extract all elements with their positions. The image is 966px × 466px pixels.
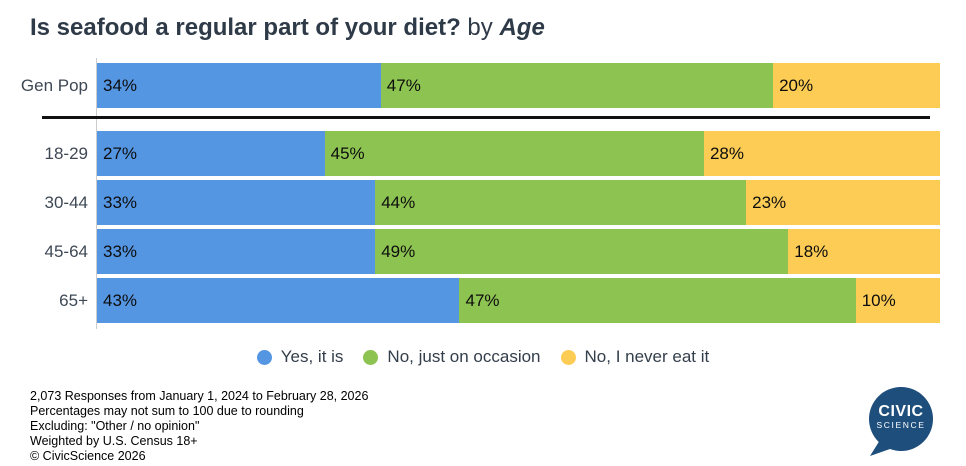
bar-segment: 49%: [375, 229, 789, 274]
bar-value-label: 47%: [465, 290, 500, 310]
row-label: 65+: [59, 291, 88, 310]
footnote-line: 2,073 Responses from January 1, 2024 to …: [30, 389, 369, 403]
legend-swatch-icon: [363, 349, 379, 365]
footnote-line: Excluding: "Other / no opinion": [30, 419, 200, 433]
bar-segment: 34%: [97, 63, 381, 108]
bar-value-label: 33%: [103, 241, 138, 261]
chart-title-segment: Age: [499, 14, 545, 41]
bar-segment: 45%: [324, 131, 704, 176]
bar-segment: 43%: [97, 278, 460, 323]
speech-bubble-icon: [869, 387, 933, 456]
bar-segment: 23%: [746, 180, 940, 225]
row-label: 18-29: [44, 144, 88, 163]
bar-segment: 10%: [855, 278, 940, 323]
bar-row-30-44: 30-44 33% 44% 23%: [0, 180, 966, 225]
bar-value-label: 47%: [386, 75, 421, 95]
legend-swatch-icon: [256, 349, 272, 365]
bar-track: 33% 49% 18%: [97, 229, 940, 274]
bar-value-label: 33%: [103, 192, 138, 212]
row-label: 45-64: [44, 242, 88, 261]
bar-value-label: 44%: [381, 192, 416, 212]
bar-segment: 18%: [788, 229, 940, 274]
bar-row-65-: 65+ 43% 47% 10%: [0, 278, 966, 323]
legend-swatch-icon: [560, 349, 576, 365]
logo-line2: SCIENCE: [876, 420, 926, 430]
bar-track: 34% 47% 20%: [97, 63, 940, 108]
bar-value-label: 20%: [779, 75, 814, 95]
legend: Yes, it is No, just on occasion No, I neve…: [0, 345, 966, 369]
bar-value-label: 34%: [103, 75, 138, 95]
bar-row-45-64: 45-64 33% 49% 18%: [0, 229, 966, 274]
bar-segment: 47%: [380, 63, 774, 108]
legend-label: No, just on occasion: [387, 347, 541, 366]
legend-item: No, just on occasion: [363, 347, 541, 367]
bar-value-label: 45%: [330, 143, 365, 163]
axis-baseline: [96, 58, 97, 329]
bar-track: 43% 47% 10%: [97, 278, 940, 323]
chart-title-question: Is seafood a regular part of your diet?: [30, 14, 461, 41]
bar-segment: 33%: [97, 229, 376, 274]
bar-row-18-29: 18-29 27% 45% 28%: [0, 131, 966, 176]
legend-label: Yes, it is: [280, 347, 344, 366]
bar-segment: 44%: [375, 180, 747, 225]
bar-value-label: 10%: [861, 290, 896, 310]
bar-value-label: 23%: [752, 192, 787, 212]
civicscience-logo: CIVIC SCIENCE: [866, 386, 936, 458]
legend-item: Yes, it is: [256, 347, 344, 367]
logo-text: CIVIC SCIENCE: [868, 403, 934, 430]
footnotes: 2,073 Responses from January 1, 2024 to …: [30, 389, 368, 464]
bar-value-label: 28%: [709, 143, 744, 163]
chart-title-connector: by: [467, 14, 493, 41]
bar-segment: 47%: [459, 278, 856, 323]
legend-label: No, I never eat it: [584, 347, 710, 366]
row-label: 30-44: [44, 193, 88, 212]
bar-track: 33% 44% 23%: [97, 180, 940, 225]
bar-segment: 28%: [703, 131, 940, 176]
row-label: Gen Pop: [20, 76, 88, 95]
bar-row-gen-pop: Gen Pop 34% 47% 20%: [0, 63, 966, 108]
legend-item: No, I never eat it: [560, 347, 710, 367]
bar-value-label: 27%: [103, 143, 138, 163]
bar-segment: 33%: [97, 180, 376, 225]
bar-value-label: 18%: [794, 241, 829, 261]
footnote-line: © CivicScience 2026: [30, 449, 146, 463]
bar-value-label: 43%: [103, 290, 138, 310]
footnote-line: Percentages may not sum to 100 due to ro…: [30, 404, 304, 418]
bar-value-label: 49%: [381, 241, 416, 261]
bar-track: 27% 45% 28%: [97, 131, 940, 176]
bar-segment: 20%: [773, 63, 940, 108]
chart-title: Is seafood a regular part of your diet? …: [30, 14, 545, 42]
footnote-line: Weighted by U.S. Census 18+: [30, 434, 198, 448]
logo-line1: CIVIC: [878, 403, 924, 420]
bar-segment: 27%: [97, 131, 325, 176]
genpop-separator-rule: [42, 116, 930, 119]
